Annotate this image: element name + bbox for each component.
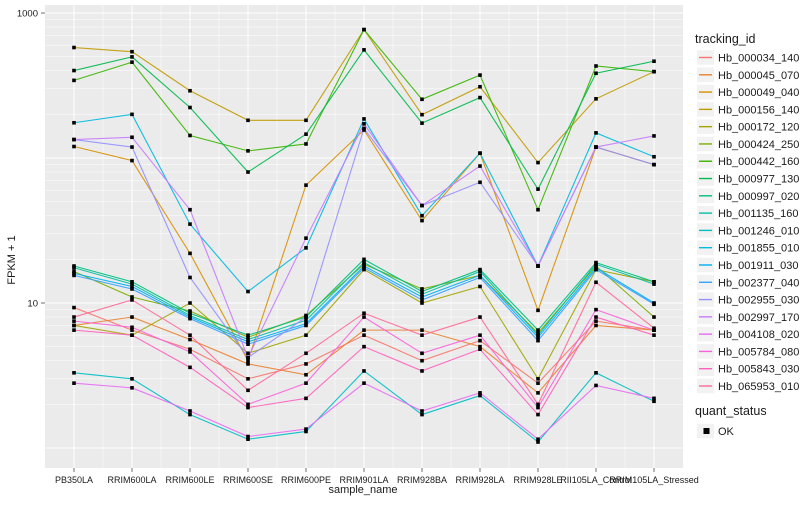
svg-text:quant_status: quant_status (695, 404, 767, 418)
svg-text:Hb_000049_040: Hb_000049_040 (718, 87, 799, 99)
svg-text:Hb_001911_030: Hb_001911_030 (718, 260, 799, 272)
svg-text:RRIM600PE: RRIM600PE (281, 475, 331, 485)
svg-text:Hb_005784_080: Hb_005784_080 (718, 346, 799, 358)
svg-text:FPKM + 1: FPKM + 1 (6, 235, 18, 284)
svg-text:10: 10 (27, 299, 38, 310)
svg-text:Hb_001855_010: Hb_001855_010 (718, 243, 799, 255)
svg-text:RRIM928BA: RRIM928BA (397, 475, 447, 485)
svg-text:Hb_000045_070: Hb_000045_070 (718, 70, 799, 82)
svg-text:Hb_002955_030: Hb_002955_030 (718, 295, 799, 307)
svg-text:sample_name: sample_name (328, 484, 397, 496)
svg-text:PB350LA: PB350LA (55, 475, 93, 485)
svg-text:Hb_065953_010: Hb_065953_010 (718, 381, 799, 393)
svg-text:1000: 1000 (17, 9, 38, 20)
svg-text:Hb_001135_160: Hb_001135_160 (718, 208, 799, 220)
svg-text:tracking_id: tracking_id (695, 32, 755, 46)
svg-text:Hb_000442_160: Hb_000442_160 (718, 156, 799, 168)
svg-text:RRIM105LA_Stressed: RRIM105LA_Stressed (609, 475, 699, 485)
svg-text:RRIM928LE: RRIM928LE (513, 475, 562, 485)
svg-text:OK: OK (718, 426, 735, 438)
svg-text:RRIM600SE: RRIM600SE (223, 475, 273, 485)
svg-text:Hb_000172_120: Hb_000172_120 (718, 122, 799, 134)
svg-text:Hb_001246_010: Hb_001246_010 (718, 225, 799, 237)
svg-text:RRIM600LE: RRIM600LE (165, 475, 214, 485)
svg-text:Hb_000034_140: Hb_000034_140 (718, 53, 799, 65)
svg-text:RRIM600LA: RRIM600LA (107, 475, 156, 485)
svg-text:Hb_005843_030: Hb_005843_030 (718, 364, 799, 376)
svg-text:Hb_000424_250: Hb_000424_250 (718, 139, 799, 151)
svg-text:Hb_004108_020: Hb_004108_020 (718, 329, 799, 341)
svg-text:Hb_002997_170: Hb_002997_170 (718, 312, 799, 324)
svg-text:Hb_000156_140: Hb_000156_140 (718, 104, 799, 116)
svg-text:Hb_000977_130: Hb_000977_130 (718, 174, 799, 186)
svg-text:Hb_002377_040: Hb_002377_040 (718, 277, 799, 289)
svg-text:Hb_000997_020: Hb_000997_020 (718, 191, 799, 203)
svg-text:RRIM928LA: RRIM928LA (455, 475, 504, 485)
